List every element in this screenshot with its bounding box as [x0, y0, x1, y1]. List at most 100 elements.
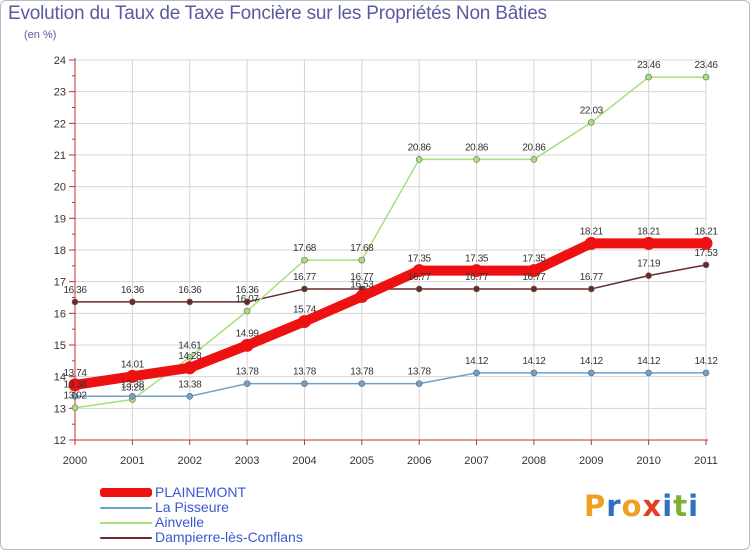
logo-letter: i — [662, 489, 674, 523]
data-point — [645, 272, 652, 279]
data-label: 16.77 — [350, 272, 374, 283]
data-point — [71, 392, 79, 400]
data-point — [243, 307, 251, 315]
data-point — [642, 236, 656, 250]
data-point — [186, 354, 194, 361]
data-label: 16.07 — [236, 294, 260, 305]
y-tick-label: 23 — [54, 87, 66, 99]
data-label: 14.99 — [236, 328, 260, 339]
data-point — [71, 404, 79, 412]
data-point — [473, 156, 480, 163]
x-tick-label: 2003 — [235, 455, 259, 467]
data-label: 17.35 — [408, 254, 432, 265]
data-label: 13.38 — [121, 379, 145, 390]
data-point — [412, 264, 426, 278]
x-tick-label: 2011 — [694, 455, 718, 467]
y-tick-label: 16 — [54, 308, 66, 320]
data-label: 16.36 — [178, 285, 202, 296]
proxiti-logo: Proxiti — [584, 489, 699, 523]
data-point — [702, 369, 710, 377]
data-label: 13.74 — [63, 368, 87, 379]
legend-swatch — [100, 536, 152, 539]
data-point — [530, 369, 538, 377]
y-tick-label: 15 — [54, 340, 66, 352]
unit-label: (en %) — [24, 29, 57, 41]
y-tick-label: 22 — [54, 118, 66, 130]
data-label: 17.19 — [637, 259, 661, 270]
data-point — [186, 298, 194, 306]
data-label: 22.03 — [580, 105, 604, 116]
x-tick-label: 2006 — [407, 455, 431, 467]
data-point — [355, 290, 369, 304]
series-line — [74, 372, 707, 398]
data-label: 17.35 — [465, 254, 489, 265]
x-tick-label: 2000 — [63, 455, 87, 467]
data-label: 17.53 — [694, 248, 718, 259]
data-label: 20.86 — [522, 142, 546, 153]
legend-swatch — [100, 521, 152, 524]
y-tick-label: 12 — [54, 435, 66, 447]
data-point — [470, 264, 484, 278]
data-label: 14.12 — [522, 356, 546, 367]
x-tick-label: 2007 — [464, 455, 488, 467]
data-label: 14.12 — [637, 356, 661, 367]
data-point — [530, 156, 538, 163]
data-point — [415, 285, 423, 293]
data-point — [240, 338, 254, 352]
data-label: 18.21 — [637, 226, 661, 237]
data-point — [358, 380, 366, 387]
legend-swatch — [100, 488, 152, 497]
data-point — [473, 285, 480, 293]
data-point — [243, 380, 251, 387]
legend-label: Dampierre-lès-Conflans — [155, 529, 303, 545]
data-point — [301, 285, 308, 293]
x-tick-label: 2004 — [292, 455, 316, 467]
logo-letter: r — [606, 489, 622, 523]
x-tick-label: 2010 — [636, 455, 660, 467]
logo-letter: o — [621, 489, 643, 523]
data-label: 20.86 — [408, 142, 432, 153]
legend-label: Ainvelle — [155, 514, 205, 530]
x-tick-label: 2005 — [350, 455, 374, 467]
data-label: 18.21 — [694, 226, 718, 237]
grid-layer — [74, 59, 707, 441]
y-tick-label: 19 — [54, 213, 66, 225]
x-tick-label: 2001 — [120, 455, 144, 467]
data-point — [645, 369, 652, 377]
data-point — [587, 369, 595, 377]
data-point — [71, 298, 79, 306]
data-point — [587, 119, 595, 126]
data-point — [297, 315, 311, 329]
data-label: 20.86 — [465, 142, 489, 153]
data-label: 16.77 — [408, 272, 432, 283]
y-tick-label: 14 — [54, 372, 66, 384]
data-point — [301, 256, 308, 264]
x-tick-label: 2008 — [522, 455, 546, 467]
data-point — [702, 73, 710, 81]
data-label: 14.28 — [178, 351, 202, 362]
data-label: 23.46 — [694, 60, 718, 71]
data-label: 13.78 — [293, 367, 317, 378]
logo-letter: x — [642, 489, 663, 523]
y-tick-label: 21 — [54, 150, 66, 162]
data-point — [68, 378, 82, 392]
data-label: 16.77 — [580, 272, 604, 283]
legend-swatch — [100, 506, 152, 509]
data-label: 13.78 — [236, 367, 260, 378]
legend-label: La Pisseure — [155, 499, 229, 515]
data-label: 14.12 — [580, 356, 604, 367]
data-point — [530, 285, 538, 293]
data-label: 16.77 — [522, 272, 546, 283]
legend: PLAINEMONT La Pisseure Ainvelle Dampierre-l… — [100, 485, 303, 545]
data-label: 14.12 — [694, 356, 718, 367]
data-label: 14.12 — [465, 356, 489, 367]
data-label: 14.01 — [121, 359, 145, 370]
axis-layer: 12 13 14 15 16 17 18 19 20 21 22 23 24 2000 2001 2002 20… — [54, 55, 718, 467]
data-label: 18.21 — [580, 226, 604, 237]
data-label: 13.28 — [121, 382, 145, 393]
x-tick-label: 2002 — [177, 455, 201, 467]
x-tick-label: 2009 — [579, 455, 603, 467]
legend-item: La Pisseure — [100, 500, 303, 515]
data-label: 13.38 — [178, 379, 202, 390]
